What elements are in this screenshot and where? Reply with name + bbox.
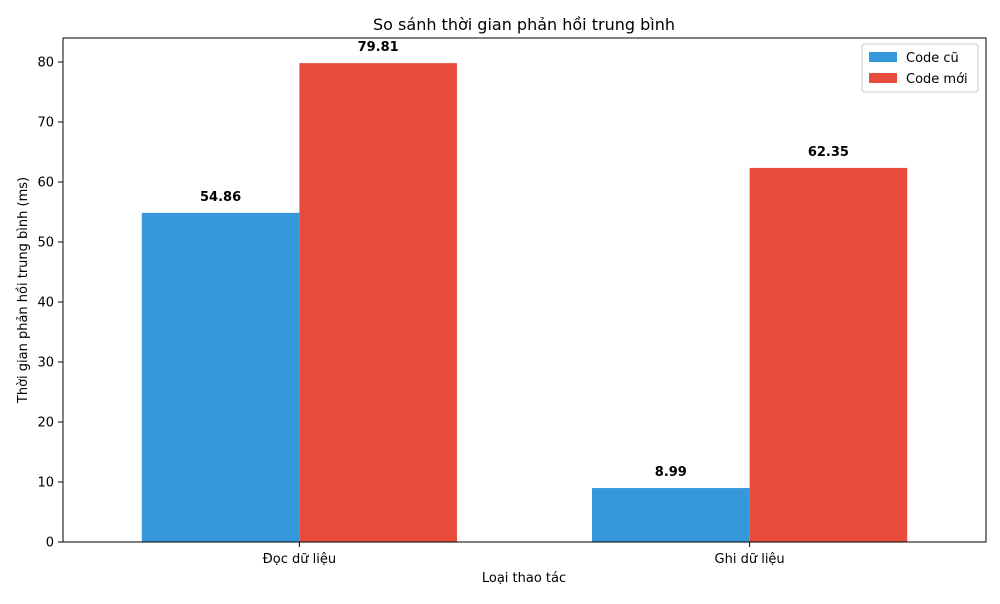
data-label: 62.35 [808,145,849,160]
y-tick-label: 60 [37,176,54,191]
x-axis-label: Loại thao tác [482,571,566,586]
legend: Code cũ Code mới [861,43,979,93]
x-tick-label: Ghi dữ liệu [715,552,785,567]
bars-group [141,63,908,542]
y-tick-label: 30 [37,356,54,371]
data-label: 54.86 [200,190,241,205]
bar-new-1 [749,167,908,542]
y-tick-label: 80 [37,56,54,71]
y-tick-label: 20 [37,416,54,431]
x-tick-label: Đọc dữ liệu [263,552,336,567]
bar-new-0 [299,63,457,542]
data-labels-group: 54.86 8.99 79.81 62.35 [200,40,849,480]
y-tick-label: 40 [37,296,54,311]
legend-label: Code cũ [906,51,959,66]
y-tick-label: 70 [37,116,54,131]
y-axis: 0 10 20 30 40 50 60 70 80 [37,56,63,551]
y-tick-label: 10 [37,476,54,491]
y-tick-label: 0 [46,536,54,551]
y-tick-label: 50 [37,236,54,251]
data-label: 8.99 [655,465,687,480]
legend-swatch [869,52,897,62]
legend-label: Code mới [906,72,968,87]
legend-swatch [869,73,897,83]
y-axis-label: Thời gian phản hồi trung bình (ms) [16,177,31,404]
bar-old-0 [141,212,300,542]
bar-old-1 [592,488,750,542]
x-axis: Đọc dữ liệu Ghi dữ liệu [263,542,785,567]
plot-frame [62,37,987,543]
chart-title: So sánh thời gian phản hồi trung bình [373,15,675,34]
data-label: 79.81 [358,40,399,55]
